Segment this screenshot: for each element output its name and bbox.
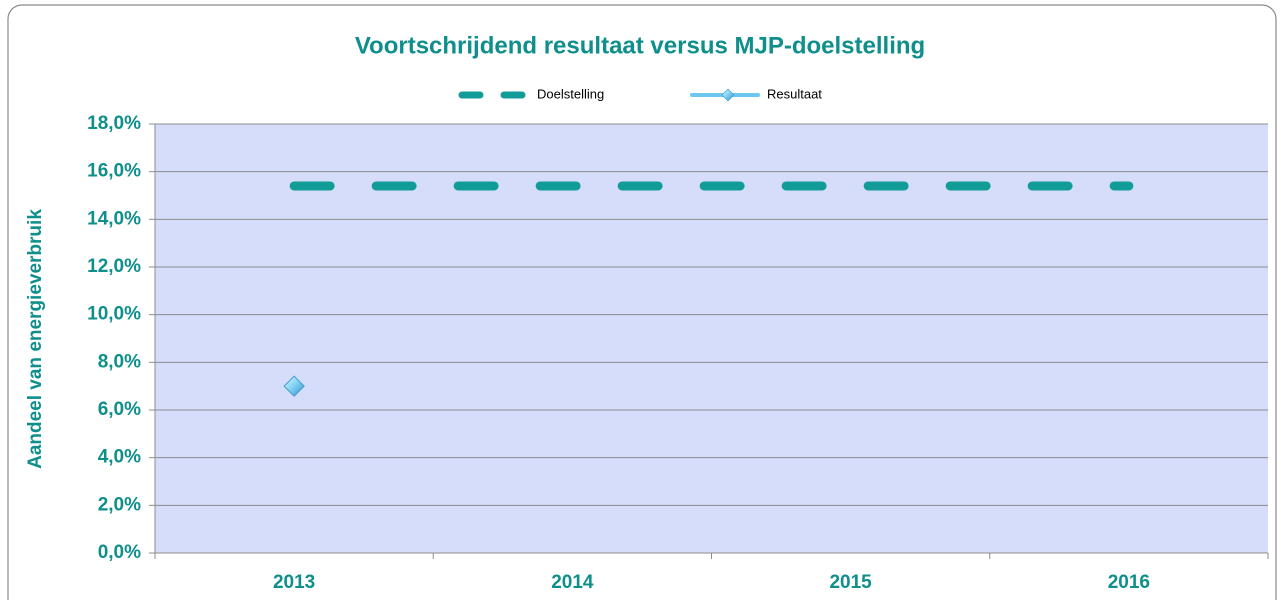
x-tick-label: 2013: [273, 572, 315, 593]
y-tick-label: 4,0%: [98, 447, 141, 468]
y-tick-label: 2,0%: [98, 494, 141, 515]
x-tick-label: 2014: [551, 572, 594, 593]
y-tick-label: 14,0%: [87, 208, 141, 229]
y-tick-label: 6,0%: [98, 399, 141, 420]
y-tick-label: 8,0%: [98, 351, 141, 372]
y-axis-label: Aandeel van energieverbruik: [25, 209, 46, 469]
legend-label: Resultaat: [767, 86, 822, 101]
marker: [283, 375, 305, 397]
plot-area: [155, 124, 1268, 553]
plot-layer: 0,0% 2,0% 4,0% 6,0% 8,0% 10,0% 12,0% 14,0% 16,0%…: [87, 113, 1269, 593]
marker: [721, 88, 735, 102]
y-tick-label: 12,0%: [87, 256, 141, 277]
y-tick-label: 0,0%: [98, 542, 141, 563]
legend-label: Doelstelling: [537, 86, 604, 101]
y-tick-label: 16,0%: [87, 161, 141, 182]
x-tick-label: 2015: [829, 572, 872, 593]
y-tick-label: 10,0%: [87, 304, 141, 325]
chart-title: Voortschrijdend resultaat versus MJP-doe…: [355, 32, 925, 59]
x-tick-label: 2016: [1108, 572, 1150, 593]
y-tick-label: 18,0%: [87, 113, 141, 134]
